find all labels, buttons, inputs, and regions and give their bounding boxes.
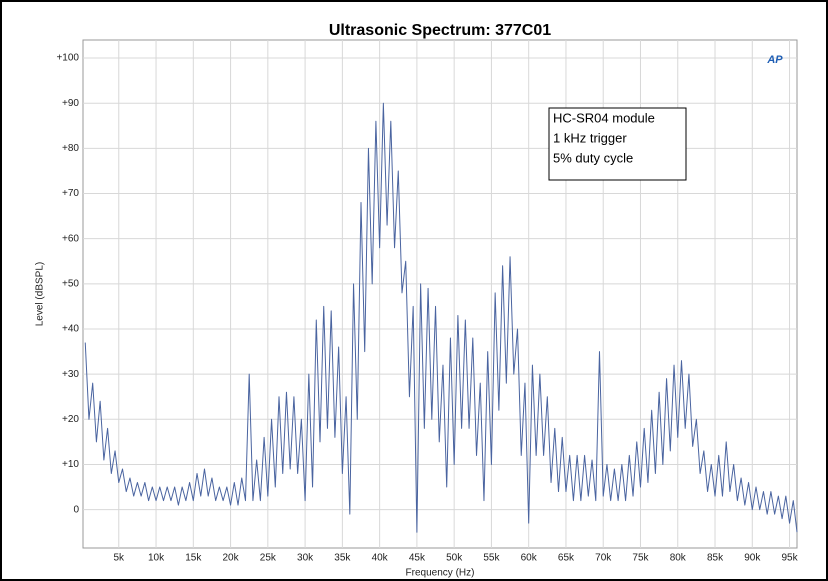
x-tick-label: 50k [446, 553, 463, 564]
annotation-box [548, 107, 687, 181]
y-tick-label: 0 [73, 504, 79, 515]
spectrum-line [84, 102, 798, 533]
y-tick-label: +50 [62, 278, 79, 289]
x-tick-label: 75k [632, 553, 649, 564]
x-axis-label: Frequency (Hz) [406, 568, 475, 579]
y-tick-label: +90 [62, 98, 79, 109]
chart-title: Ultrasonic Spectrum: 377C01 [329, 22, 551, 39]
x-tick-label: 30k [297, 553, 314, 564]
plot-area [82, 39, 798, 549]
x-tick-label: 80k [670, 553, 687, 564]
y-tick-label: +70 [62, 188, 79, 199]
annotation-text: HC-SR04 module [553, 110, 655, 125]
y-tick-label: +60 [62, 233, 79, 244]
y-tick-label: +80 [62, 143, 79, 154]
x-tick-label: 95k [781, 553, 798, 564]
x-tick-label: 35k [334, 553, 351, 564]
x-tick-label: 85k [707, 553, 724, 564]
y-axis-label: Level (dBSPL) [35, 262, 46, 326]
annotation-text: 1 kHz trigger [553, 130, 627, 145]
x-tick-label: 65k [558, 553, 575, 564]
x-tick-label: 15k [185, 553, 202, 564]
y-tick-label: +100 [56, 53, 79, 64]
x-tick-label: 55k [483, 553, 500, 564]
logo: AP [766, 54, 783, 66]
x-tick-label: 25k [260, 553, 277, 564]
annotation-text: 5% duty cycle [553, 150, 633, 165]
y-tick-label: +30 [62, 369, 79, 380]
x-tick-label: 10k [148, 553, 165, 564]
y-tick-label: +20 [62, 414, 79, 425]
y-tick-label: +40 [62, 324, 79, 335]
y-tick-label: +10 [62, 459, 79, 470]
x-tick-label: 90k [744, 553, 761, 564]
x-tick-label: 70k [595, 553, 612, 564]
x-tick-label: 60k [521, 553, 538, 564]
x-tick-label: 20k [223, 553, 240, 564]
x-tick-label: 5k [113, 553, 125, 564]
x-tick-label: 40k [372, 553, 389, 564]
x-tick-label: 45k [409, 553, 426, 564]
